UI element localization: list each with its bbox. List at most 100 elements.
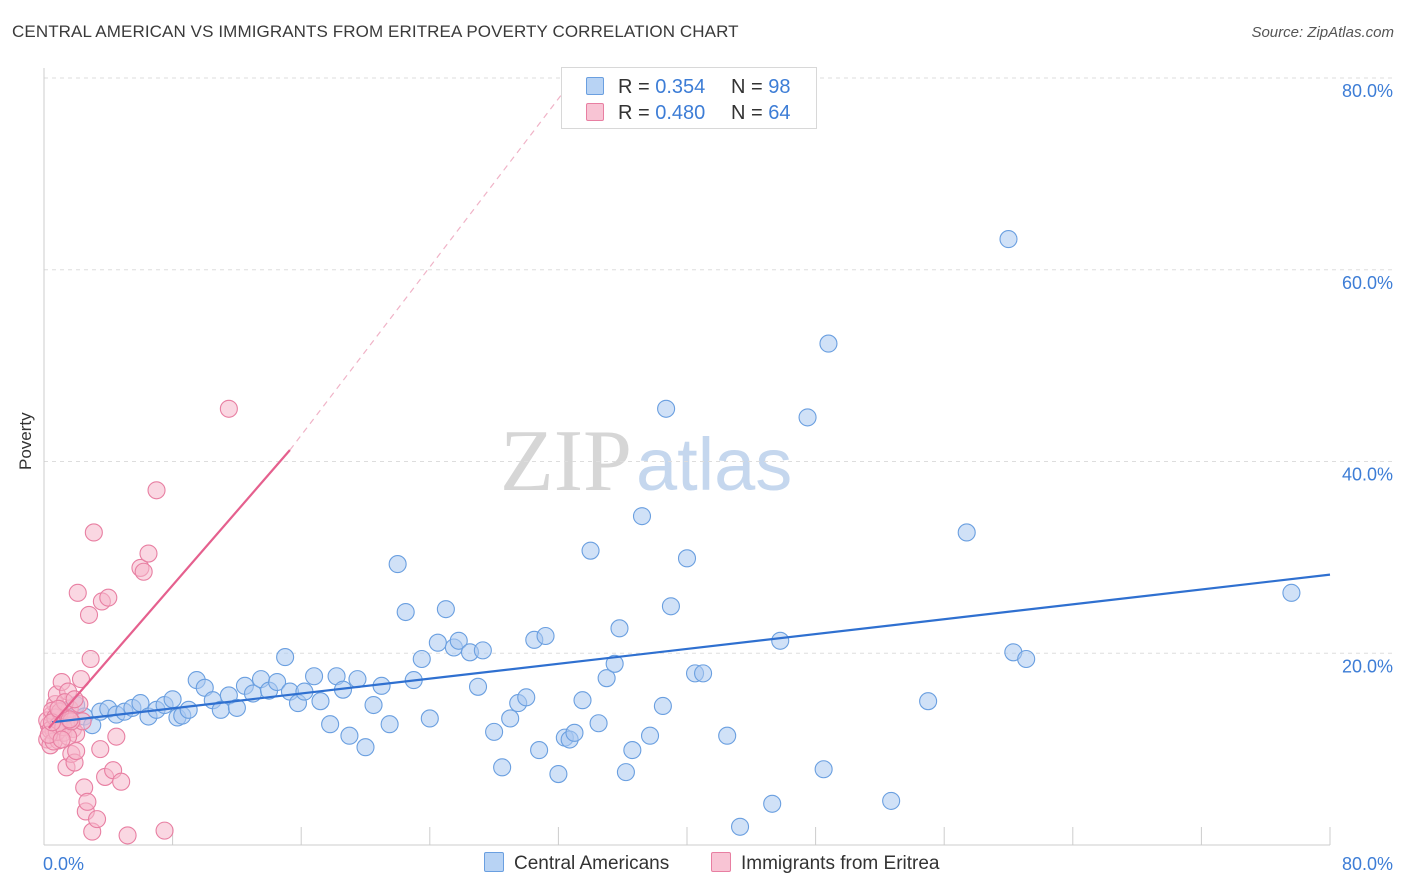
point-central-american — [814, 760, 833, 779]
point-central-american — [640, 726, 660, 745]
point-eritrea — [91, 740, 110, 759]
y-axis-label: Poverty — [16, 412, 35, 470]
point-central-american — [597, 669, 616, 688]
point-eritrea — [118, 826, 137, 845]
y-tick-label: 20.0% — [1342, 656, 1393, 676]
legend-n-value: 98 — [768, 76, 791, 98]
watermark-atlas: atlas — [636, 423, 792, 506]
point-central-american — [276, 648, 295, 667]
series-central-americans — [47, 230, 1301, 836]
y-tick-label: 40.0% — [1342, 465, 1393, 485]
point-eritrea — [67, 741, 86, 761]
trend-line-eritrea — [47, 449, 291, 729]
point-central-american — [819, 334, 838, 353]
legend-item-eritrea[interactable]: Immigrants from Eritrea — [711, 852, 939, 876]
point-central-american — [653, 696, 672, 716]
point-central-american — [763, 794, 782, 813]
legend-label: Immigrants from Eritrea — [741, 853, 940, 874]
point-eritrea — [139, 544, 158, 563]
point-central-american — [364, 695, 383, 715]
watermark: ZIP atlas — [500, 413, 792, 510]
point-central-american — [771, 631, 790, 650]
x-tick-label: 80.0% — [1342, 854, 1393, 874]
legend-swatch-blue — [484, 852, 504, 872]
legend-swatch-blue — [586, 77, 604, 95]
point-central-american — [268, 672, 287, 692]
point-central-american — [530, 741, 549, 760]
point-central-american — [536, 626, 555, 646]
point-eritrea — [99, 588, 118, 607]
point-central-american — [1017, 649, 1036, 669]
point-central-american — [632, 507, 652, 526]
legend-n-label: N = — [731, 102, 763, 124]
point-central-american — [428, 633, 447, 652]
point-central-american — [605, 654, 624, 673]
point-central-american — [718, 726, 737, 745]
point-central-american — [657, 399, 676, 418]
point-central-american — [420, 709, 439, 728]
chart-title: CENTRAL AMERICAN VS IMMIGRANTS FROM ERIT… — [12, 22, 739, 41]
point-eritrea — [155, 821, 174, 840]
point-central-american — [473, 641, 492, 660]
point-central-american — [610, 619, 629, 638]
trend-line-eritrea-extension — [289, 92, 564, 451]
point-central-american — [798, 408, 817, 427]
point-central-american — [396, 602, 415, 622]
point-central-american — [412, 649, 431, 669]
point-central-american — [999, 230, 1018, 249]
point-central-american — [616, 763, 635, 782]
point-central-american — [517, 688, 536, 707]
point-central-american — [468, 677, 488, 696]
point-central-american — [957, 523, 976, 542]
point-central-american — [573, 691, 592, 710]
point-central-american — [380, 715, 399, 734]
y-tick-label: 60.0% — [1342, 273, 1393, 293]
legend-label: Central Americans — [514, 853, 670, 874]
point-central-american — [348, 670, 367, 689]
point-central-american — [179, 700, 198, 719]
point-eritrea — [112, 772, 131, 791]
point-eritrea — [68, 583, 87, 602]
trend-lines — [47, 92, 1331, 729]
point-central-american — [589, 714, 608, 733]
point-eritrea — [84, 523, 103, 542]
point-central-american — [581, 541, 600, 560]
point-central-american — [565, 723, 584, 742]
point-central-american — [449, 631, 468, 650]
legend-item-central-americans[interactable]: Central Americans — [484, 852, 669, 876]
point-central-american — [549, 765, 568, 784]
correlation-legend: R = 0.354 N = 98 R = 0.480 N = 64 — [561, 67, 817, 129]
point-central-american — [730, 817, 750, 836]
legend-r-label: R = — [618, 76, 650, 98]
point-eritrea — [71, 670, 91, 689]
point-eritrea — [52, 730, 71, 749]
tick-labels: 20.0% 40.0% 60.0% 80.0% 0.0% 80.0% — [43, 81, 1393, 874]
point-eritrea — [78, 792, 97, 811]
point-central-american — [321, 715, 340, 734]
point-central-american — [623, 741, 642, 760]
point-central-american — [694, 664, 713, 683]
legend-n-value: 64 — [768, 102, 791, 124]
point-central-american — [340, 726, 359, 745]
point-eritrea — [219, 399, 238, 418]
point-central-american — [436, 600, 455, 619]
point-central-american — [1282, 583, 1301, 602]
point-central-american — [485, 722, 504, 741]
point-central-american — [388, 555, 407, 574]
point-central-american — [677, 549, 697, 568]
point-eritrea — [107, 727, 126, 746]
point-eritrea — [81, 649, 100, 669]
point-central-american — [356, 738, 375, 757]
legend-n-label: N = — [731, 76, 763, 98]
legend-r-label: R = — [618, 102, 650, 124]
point-central-american — [227, 698, 246, 717]
point-central-american — [661, 597, 680, 616]
point-central-american — [305, 667, 324, 686]
point-central-american — [501, 709, 520, 728]
point-eritrea — [79, 605, 99, 624]
gridlines — [44, 77, 1392, 654]
point-central-american — [882, 791, 901, 810]
point-eritrea — [147, 481, 166, 500]
point-central-american — [919, 692, 938, 711]
